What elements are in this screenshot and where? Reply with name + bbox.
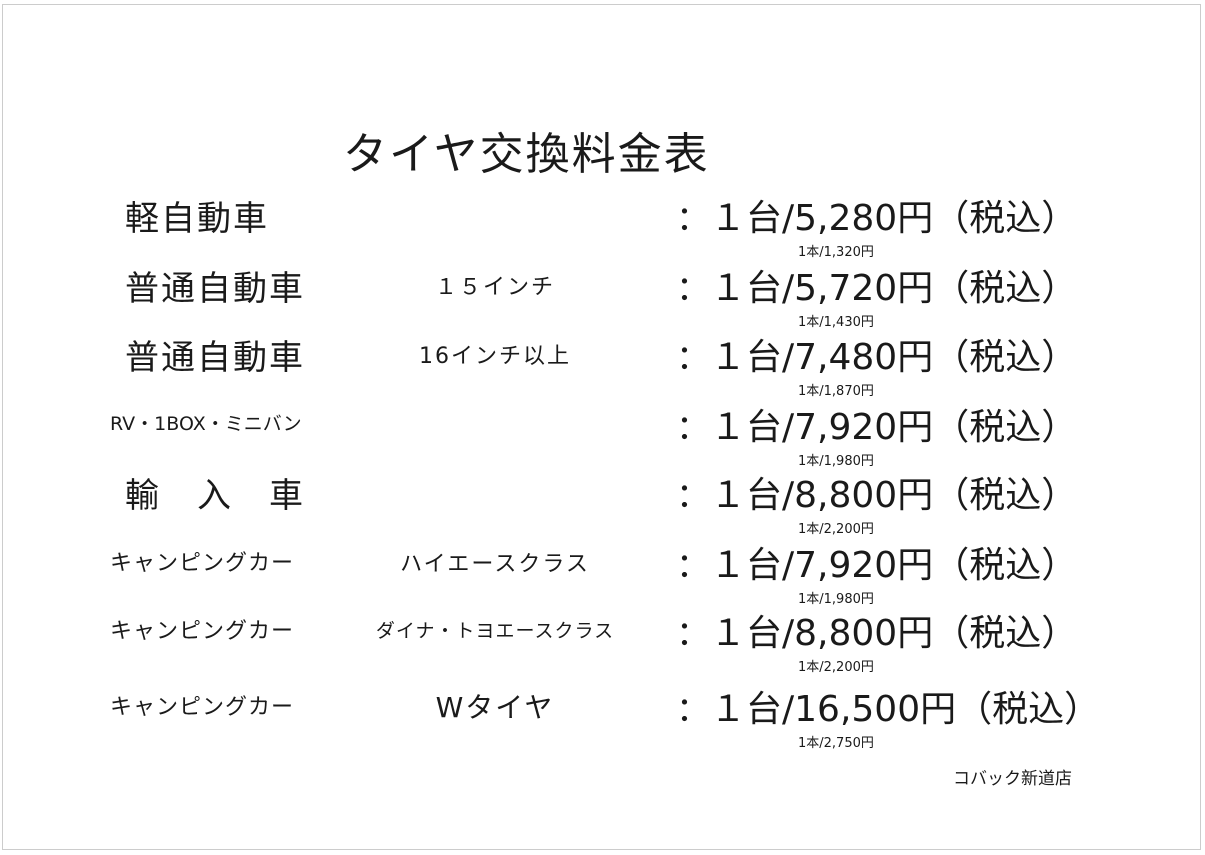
vehicle-type: キャンピングカー	[110, 551, 295, 576]
colon: ：	[676, 338, 710, 378]
tire-spec: １５インチ	[434, 275, 555, 300]
colon: ：	[676, 614, 710, 654]
colon: ：	[676, 408, 710, 448]
price-per-vehicle: １台/7,920円（税込）	[710, 407, 1078, 448]
store-name: コバック新道店	[953, 769, 1072, 789]
price-row: 普通自動車 16インチ以上 ： １台/7,480円（税込） 1本/1,870円	[0, 337, 1205, 412]
price-per-vehicle: １台/5,280円（税込）	[710, 198, 1078, 239]
price-per-tire: 1本/1,980円	[798, 592, 874, 607]
page-title: タイヤ交換料金表	[343, 129, 710, 180]
colon: ：	[676, 476, 710, 516]
tire-spec: 16インチ以上	[419, 344, 571, 369]
vehicle-type: 普通自動車	[125, 338, 305, 378]
price-per-tire: 1本/2,200円	[798, 522, 874, 537]
price-row: キャンピングカー ダイナ・トヨエースクラス ： １台/8,800円（税込） 1本/2,2…	[0, 613, 1205, 688]
price-per-vehicle: １台/8,800円（税込）	[710, 475, 1078, 516]
price-per-vehicle: １台/8,800円（税込）	[710, 613, 1078, 654]
colon: ：	[676, 690, 710, 730]
price-row: キャンピングカー ハイエースクラス ： １台/7,920円（税込） 1本/1,980円	[0, 545, 1205, 620]
price-per-vehicle: １台/16,500円（税込）	[710, 689, 1101, 730]
price-per-tire: 1本/1,980円	[798, 454, 874, 469]
vehicle-type: キャンピングカー	[110, 619, 295, 644]
tire-spec: Wタイヤ	[435, 691, 555, 724]
page-border	[2, 4, 1201, 850]
vehicle-type: 輸 入 車	[125, 476, 305, 516]
price-row: 軽自動車 ： １台/5,280円（税込） 1本/1,320円	[0, 198, 1205, 273]
vehicle-type: キャンピングカー	[110, 695, 295, 720]
colon: ：	[676, 546, 710, 586]
vehicle-type: RV・1BOX・ミニバン	[110, 413, 302, 435]
price-row: キャンピングカー Wタイヤ ： １台/16,500円（税込） 1本/2,750円	[0, 689, 1205, 764]
price-row: 普通自動車 １５インチ ： １台/5,720円（税込） 1本/1,430円	[0, 268, 1205, 343]
vehicle-type: 軽自動車	[125, 199, 269, 239]
vehicle-type: 普通自動車	[125, 269, 305, 309]
colon: ：	[676, 269, 710, 309]
price-per-tire: 1本/1,320円	[798, 245, 874, 260]
price-per-vehicle: １台/5,720円（税込）	[710, 268, 1078, 309]
price-per-tire: 1本/2,750円	[798, 736, 874, 751]
tire-spec: ハイエースクラス	[400, 552, 590, 577]
price-per-tire: 1本/1,430円	[798, 315, 874, 330]
price-row: RV・1BOX・ミニバン ： １台/7,920円（税込） 1本/1,980円	[0, 407, 1205, 482]
price-per-tire: 1本/2,200円	[798, 660, 874, 675]
price-per-vehicle: １台/7,920円（税込）	[710, 545, 1078, 586]
price-per-vehicle: １台/7,480円（税込）	[710, 337, 1078, 378]
price-row: 輸 入 車 ： １台/8,800円（税込） 1本/2,200円	[0, 475, 1205, 550]
tire-spec: ダイナ・トヨエースクラス	[375, 620, 615, 642]
colon: ：	[676, 199, 710, 239]
price-per-tire: 1本/1,870円	[798, 384, 874, 399]
